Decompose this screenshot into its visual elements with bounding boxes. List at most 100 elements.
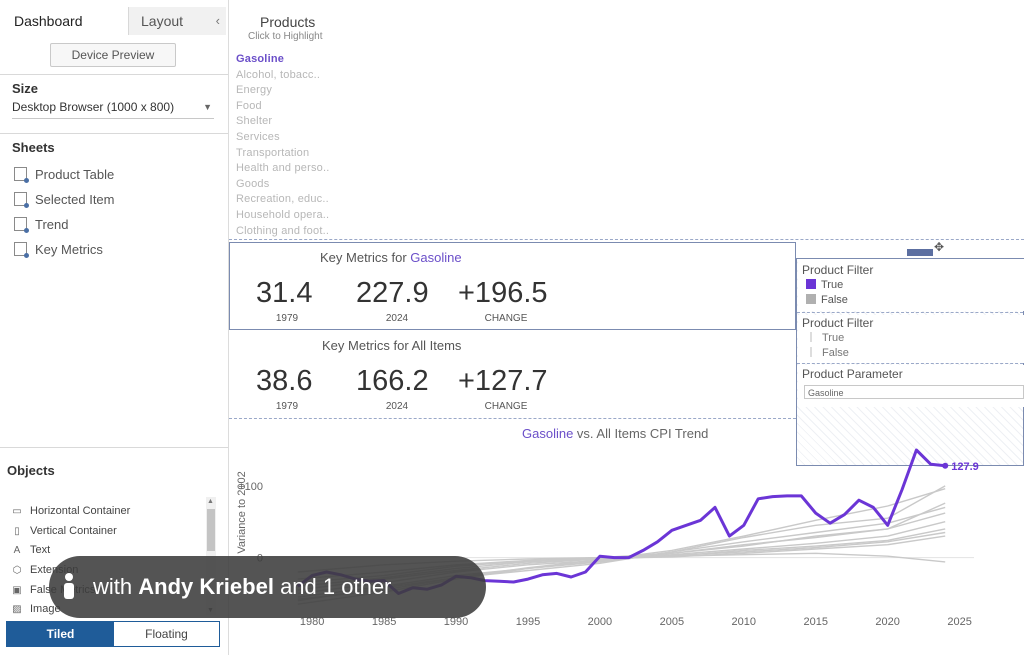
product-item[interactable]: Shelter — [236, 115, 273, 128]
overlay-name: Andy Kriebel — [138, 574, 274, 599]
divider — [0, 447, 228, 448]
text-icon: A — [13, 545, 21, 556]
overlay-prefix: with — [93, 574, 139, 599]
km-all-value-change: +127.7 — [458, 365, 548, 397]
x-tick-label: 1990 — [444, 616, 468, 628]
km-value-1979: 31.4 — [256, 277, 313, 309]
y-tick-label: +100 — [238, 481, 263, 493]
tab-layout[interactable]: Layout ‹ — [128, 7, 226, 35]
metrics-icon: ▣ — [12, 585, 22, 596]
product-item[interactable]: Transportation — [236, 146, 310, 159]
sheet-item-selected-item[interactable]: Selected Item — [14, 190, 115, 210]
km-all-label-change: CHANGE — [484, 401, 528, 412]
object-text[interactable]: A Text — [10, 541, 51, 559]
device-preview-button[interactable]: Device Preview — [50, 43, 176, 67]
tab-dashboard[interactable]: Dashboard — [6, 7, 134, 37]
product-filter-legend: Product Filter True False — [798, 259, 1024, 311]
product-item[interactable]: Energy — [236, 84, 273, 97]
size-select-value: Desktop Browser (1000 x 800) — [12, 100, 175, 114]
horizontal-container-icon: ▭ — [12, 506, 22, 517]
legend-title: Product Filter — [802, 263, 874, 277]
sheet-item-product-table[interactable]: Product Table — [14, 165, 114, 185]
product-item[interactable]: Clothing and foot.. — [236, 224, 330, 237]
sheet-icon — [14, 217, 29, 233]
key-metrics-selected-box[interactable] — [229, 242, 796, 330]
overlay-suffix: and 1 other — [273, 574, 392, 599]
divider — [0, 133, 228, 134]
legend-item-label: True — [822, 332, 845, 344]
key-metrics-selected-title: Key Metrics for Gasoline — [320, 250, 462, 265]
filter-legend-container[interactable]: Product Filter True False Product Filter… — [796, 258, 1024, 466]
person-icon — [62, 573, 76, 601]
legend-item-true[interactable]: True — [810, 332, 844, 344]
collapse-panel-icon[interactable]: ‹ — [215, 13, 220, 28]
series-end-label: 127.9 — [951, 461, 979, 473]
legend-title: Product Filter — [802, 316, 874, 330]
x-tick-label: 2000 — [588, 616, 612, 628]
legend-item-false[interactable]: False — [806, 294, 848, 306]
x-tick-label: 1980 — [300, 616, 324, 628]
product-item[interactable]: Alcohol, tobacc.. — [236, 68, 321, 81]
scrollbar-thumb[interactable] — [207, 509, 215, 551]
trend-title-item: Gasoline — [522, 426, 574, 441]
image-icon: ▨ — [12, 604, 22, 615]
product-item[interactable]: Health and perso.. — [236, 162, 330, 175]
km-all-value-1979: 38.6 — [256, 365, 313, 397]
container-boundary — [797, 363, 1023, 364]
products-title: Products — [260, 14, 316, 30]
divider — [0, 74, 228, 75]
objects-heading: Objects — [7, 463, 55, 478]
product-parameter-control: Product Parameter Gasoline — [798, 365, 1024, 407]
size-heading: Size — [12, 81, 39, 96]
sheet-icon — [14, 242, 29, 258]
km-value-2024: 227.9 — [356, 277, 429, 309]
km-all-value-2024: 166.2 — [356, 365, 429, 397]
y-axis-label: Variance to 2002 — [236, 471, 248, 553]
x-tick-label: 1995 — [516, 616, 540, 628]
product-item[interactable]: Recreation, educ.. — [236, 193, 329, 206]
scroll-up-icon[interactable]: ▲ — [207, 498, 214, 505]
parameter-input[interactable]: Gasoline — [804, 385, 1024, 399]
panel-tabs: Dashboard Layout ‹ — [0, 7, 228, 37]
move-icon[interactable]: ✥ — [934, 240, 945, 254]
product-item[interactable]: Food — [236, 99, 262, 112]
km-label-2024: 2024 — [385, 313, 409, 324]
legend-item-true[interactable]: True — [806, 279, 843, 291]
sheet-item-label: Trend — [35, 217, 69, 232]
participants-overlay: with Andy Kriebel and 1 other — [49, 556, 486, 618]
product-item[interactable]: Services — [236, 131, 280, 143]
container-boundary — [797, 312, 1023, 313]
sheet-icon — [14, 192, 29, 208]
caret-down-icon: ▼ — [203, 102, 212, 112]
participants-text: with Andy Kriebel and 1 other — [93, 574, 391, 600]
km-label-change: CHANGE — [484, 313, 528, 324]
swatch-false — [810, 347, 812, 357]
size-select[interactable]: Desktop Browser (1000 x 800) ▼ — [12, 100, 214, 119]
object-horizontal-container[interactable]: ▭ Horizontal Container — [10, 502, 130, 520]
sheet-item-trend[interactable]: Trend — [14, 215, 68, 235]
x-tick-label: 2025 — [947, 616, 971, 628]
product-item[interactable]: Household opera.. — [236, 209, 330, 221]
km-label-1979: 1979 — [275, 313, 299, 324]
object-image[interactable]: ▨ Image — [10, 600, 60, 618]
floating-button[interactable]: Floating — [145, 627, 188, 641]
sheets-heading: Sheets — [12, 140, 55, 155]
legend-item-false[interactable]: False — [810, 347, 849, 359]
object-label: Text — [30, 544, 51, 556]
key-metrics-all-title: Key Metrics for All Items — [322, 338, 462, 353]
object-vertical-container[interactable]: ▯ Vertical Container — [10, 522, 117, 540]
product-item[interactable]: Gasoline — [236, 53, 285, 65]
object-label: Horizontal Container — [30, 505, 131, 517]
tiled-floating-toggle: Tiled Floating — [6, 621, 220, 647]
sheet-item-label: Selected Item — [35, 192, 115, 207]
x-tick-label: 2005 — [660, 616, 684, 628]
km-value-change: +196.5 — [458, 277, 548, 309]
x-tick-label: 1985 — [372, 616, 396, 628]
sheet-item-key-metrics[interactable]: Key Metrics — [14, 240, 103, 260]
swatch-true — [806, 279, 816, 289]
tiled-button[interactable]: Tiled — [7, 622, 114, 646]
product-item[interactable]: Goods — [236, 177, 270, 190]
container-drag-handle[interactable] — [907, 249, 933, 256]
sheet-icon — [14, 167, 29, 183]
container-boundary — [229, 418, 796, 419]
